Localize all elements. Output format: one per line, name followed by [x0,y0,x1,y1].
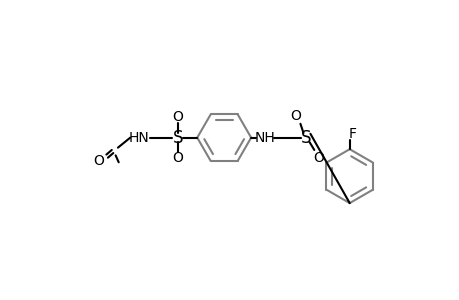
Text: NH: NH [254,130,275,145]
Text: F: F [348,127,356,141]
Text: O: O [172,152,183,165]
Text: S: S [173,129,183,147]
Text: O: O [290,109,301,123]
Text: O: O [172,110,183,124]
Text: HN: HN [129,130,150,145]
Text: O: O [93,154,104,168]
Text: S: S [301,129,311,147]
Text: O: O [313,151,324,165]
